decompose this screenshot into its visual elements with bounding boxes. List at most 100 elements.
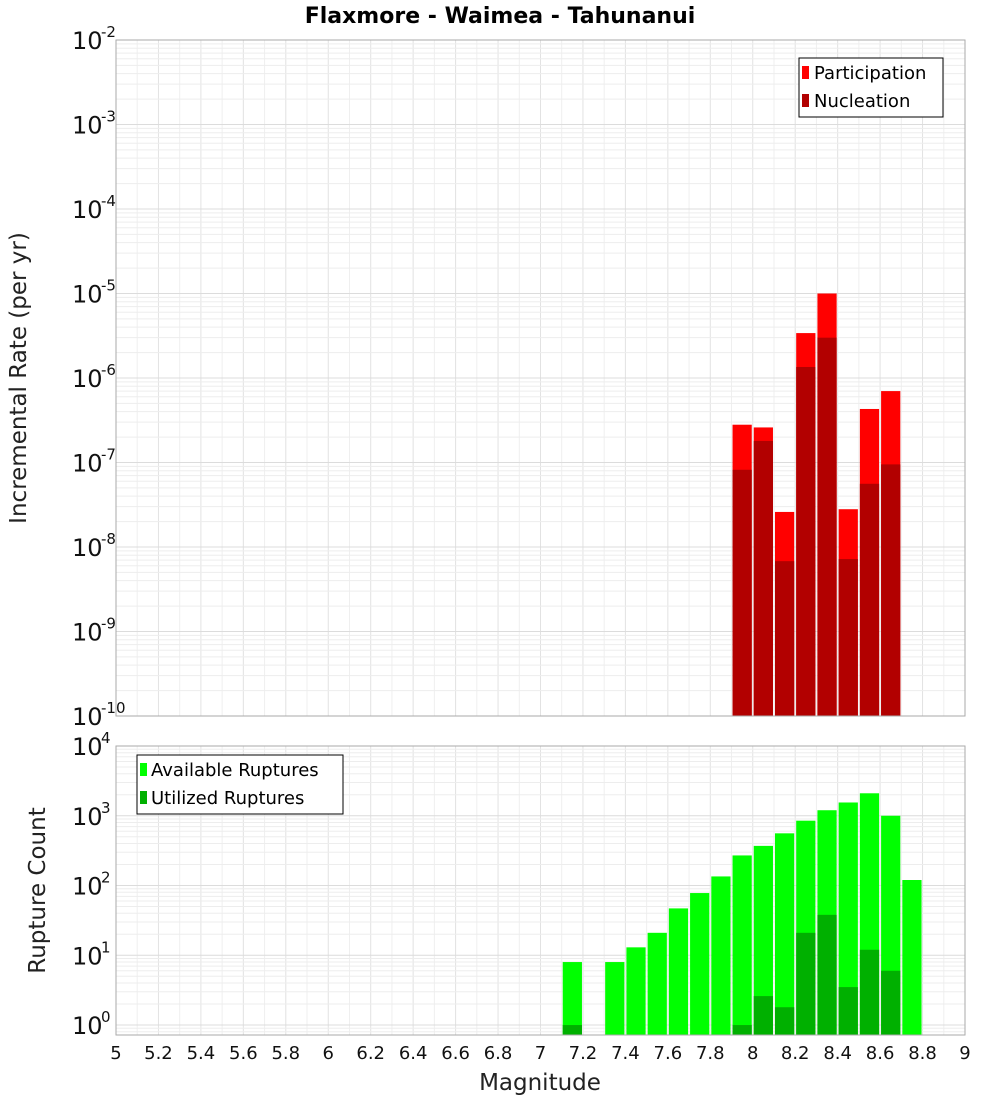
x-tick-label: 9 bbox=[959, 1043, 970, 1064]
x-tick-label: 5.8 bbox=[271, 1043, 300, 1064]
x-tick-label: 7.4 bbox=[611, 1043, 640, 1064]
bar-available-ruptures bbox=[732, 855, 752, 1035]
y-tick-base: 10 bbox=[72, 803, 103, 831]
legend-swatch-nucleation bbox=[802, 94, 809, 107]
bar-nucleation bbox=[732, 469, 752, 716]
x-tick-label: 7.8 bbox=[696, 1043, 725, 1064]
legend-swatch-utilized-ruptures bbox=[140, 791, 147, 804]
x-tick-label: 6.6 bbox=[441, 1043, 470, 1064]
bar-utilized-ruptures bbox=[732, 1025, 752, 1035]
x-tick-label: 6 bbox=[323, 1043, 334, 1064]
y-tick-base: 10 bbox=[72, 27, 103, 55]
bar-available-ruptures bbox=[690, 893, 710, 1035]
y-tick-exponent: -9 bbox=[101, 615, 116, 633]
top-legend: Participation Nucleation bbox=[798, 57, 944, 118]
x-tick-label: 8.6 bbox=[866, 1043, 895, 1064]
bar-available-ruptures bbox=[668, 908, 689, 1035]
bar-utilized-ruptures bbox=[753, 996, 773, 1035]
y-tick-exponent: 2 bbox=[101, 869, 111, 887]
y-tick-base: 10 bbox=[72, 942, 103, 970]
y-tick-base: 10 bbox=[72, 112, 103, 140]
legend-label-nucleation: Nucleation bbox=[814, 91, 910, 112]
bottom-legend: Available Ruptures Utilized Ruptures bbox=[136, 754, 344, 815]
bar-nucleation bbox=[859, 483, 880, 716]
y-tick-base: 10 bbox=[72, 281, 103, 309]
x-tick-label: 8 bbox=[747, 1043, 758, 1064]
bar-available-ruptures bbox=[774, 833, 795, 1035]
bar-utilized-ruptures bbox=[859, 949, 880, 1035]
x-tick-label: 5.6 bbox=[229, 1043, 258, 1064]
y-tick-exponent: -10 bbox=[101, 699, 126, 717]
y-tick-exponent: -5 bbox=[101, 277, 116, 295]
x-tick-label: 5.4 bbox=[187, 1043, 216, 1064]
bar-utilized-ruptures bbox=[562, 1025, 582, 1035]
bar-nucleation bbox=[838, 559, 858, 716]
bar-utilized-ruptures bbox=[796, 932, 816, 1035]
y-tick-exponent: 0 bbox=[101, 1008, 111, 1026]
bar-available-ruptures bbox=[562, 962, 582, 1035]
y-tick-base: 10 bbox=[72, 196, 103, 224]
bar-nucleation bbox=[796, 366, 816, 716]
y-tick-base: 10 bbox=[72, 450, 103, 478]
bar-utilized-ruptures bbox=[838, 987, 858, 1035]
x-tick-label: 5.2 bbox=[144, 1043, 173, 1064]
y-tick-base: 10 bbox=[72, 703, 103, 731]
y-tick-exponent: -7 bbox=[101, 446, 116, 464]
x-tick-label: 6.4 bbox=[399, 1043, 428, 1064]
chart-title: Flaxmore - Waimea - Tahunanui bbox=[305, 4, 696, 29]
bar-available-ruptures bbox=[753, 845, 773, 1035]
y-tick-base: 10 bbox=[72, 733, 103, 761]
top-y-axis-label: Incremental Rate (per yr) bbox=[6, 232, 32, 524]
x-tick-label: 7 bbox=[535, 1043, 546, 1064]
top-legend-box bbox=[798, 57, 944, 118]
legend-swatch-participation bbox=[802, 66, 809, 79]
x-tick-label: 6.2 bbox=[356, 1043, 385, 1064]
y-tick-exponent: -6 bbox=[101, 361, 116, 379]
x-tick-label: 7.2 bbox=[569, 1043, 598, 1064]
y-tick-exponent: -8 bbox=[101, 530, 116, 548]
y-tick-base: 10 bbox=[72, 873, 103, 901]
bar-available-ruptures bbox=[605, 962, 625, 1035]
bottom-bars bbox=[562, 793, 922, 1035]
x-tick-label: 8.4 bbox=[823, 1043, 852, 1064]
top-grid bbox=[115, 40, 966, 717]
y-tick-exponent: -3 bbox=[101, 108, 116, 126]
x-tick-label: 7.6 bbox=[654, 1043, 683, 1064]
x-ticks: 5 5.2 5.4 5.6 5.8 6 6.2 6.4 6.6 6.8 7 7.2 7.4 7.6 7.8 8… bbox=[110, 1043, 970, 1064]
bar-nucleation bbox=[817, 337, 837, 716]
bar-available-ruptures bbox=[902, 879, 922, 1035]
x-tick-label: 6.8 bbox=[484, 1043, 513, 1064]
bottom-plot-frame bbox=[115, 745, 966, 1036]
y-tick-exponent: -2 bbox=[101, 23, 116, 41]
y-tick-exponent: 3 bbox=[101, 799, 111, 817]
legend-label-participation: Participation bbox=[814, 63, 926, 84]
y-tick-base: 10 bbox=[72, 365, 103, 393]
bar-available-ruptures bbox=[711, 876, 731, 1035]
bottom-legend-box bbox=[136, 754, 344, 815]
y-tick-exponent: 4 bbox=[101, 729, 111, 747]
top-bars bbox=[732, 293, 901, 716]
bar-nucleation bbox=[774, 561, 795, 716]
x-axis-label: Magnitude bbox=[479, 1070, 601, 1096]
x-tick-label: 8.8 bbox=[908, 1043, 937, 1064]
bar-available-ruptures bbox=[838, 802, 858, 1035]
bar-utilized-ruptures bbox=[817, 914, 837, 1035]
y-tick-base: 10 bbox=[72, 1012, 103, 1040]
bar-utilized-ruptures bbox=[774, 1007, 795, 1035]
bar-available-ruptures bbox=[626, 947, 646, 1035]
y-tick-base: 10 bbox=[72, 534, 103, 562]
legend-label-utilized-ruptures: Utilized Ruptures bbox=[151, 788, 304, 809]
bar-available-ruptures bbox=[647, 932, 667, 1035]
bar-nucleation bbox=[881, 464, 901, 716]
y-tick-base: 10 bbox=[72, 619, 103, 647]
x-tick-label: 5 bbox=[110, 1043, 121, 1064]
y-tick-exponent: -4 bbox=[101, 192, 116, 210]
top-plot-frame bbox=[115, 39, 966, 717]
y-tick-exponent: 1 bbox=[101, 938, 111, 956]
bar-utilized-ruptures bbox=[881, 970, 901, 1035]
bar-nucleation bbox=[753, 440, 773, 716]
